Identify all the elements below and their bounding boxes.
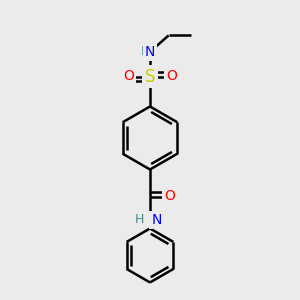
Text: O: O [123,70,134,83]
Text: O: O [166,70,177,83]
Text: H: H [141,45,150,58]
Text: S: S [145,68,155,85]
Text: N: N [152,213,162,227]
Text: H: H [135,213,145,226]
Text: N: N [145,45,155,59]
Text: O: O [164,190,175,203]
